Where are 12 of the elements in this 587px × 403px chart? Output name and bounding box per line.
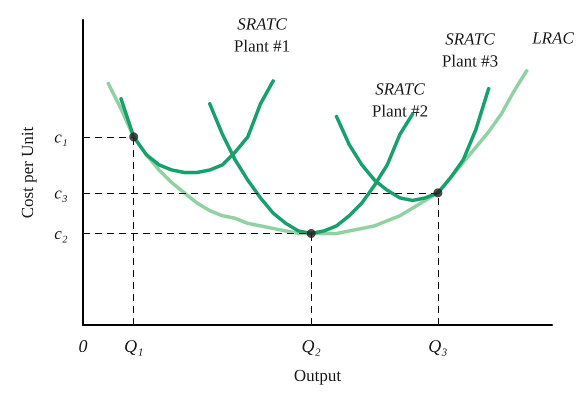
text: c₃	[54, 183, 68, 202]
y-axis-title: Cost per Unit	[18, 126, 37, 218]
x-axis-title: Output	[294, 366, 342, 385]
x-tick-label: Q₃	[428, 336, 448, 356]
x-tick-label: Q₂	[302, 336, 321, 356]
text: SRATC Plant #3	[442, 30, 498, 70]
text: c₂	[54, 224, 68, 243]
text: SRATC Plant #1	[234, 14, 290, 56]
text: LRAC	[531, 28, 574, 48]
text: c₁	[54, 127, 68, 146]
x-tick-label: Q₁	[124, 336, 144, 356]
x-tick-label: 0	[78, 336, 88, 356]
